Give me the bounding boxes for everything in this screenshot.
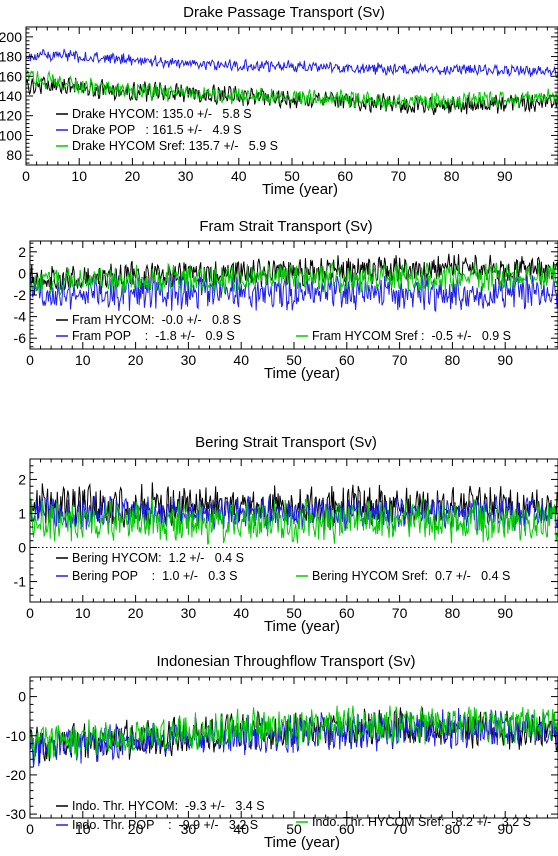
chart-title: Indonesian Throughflow Transport (Sv) — [156, 653, 415, 670]
x-axis-label: Time (year) — [264, 834, 340, 851]
x-tick-label: 70 — [392, 821, 408, 837]
y-tick-label: -4 — [14, 309, 27, 325]
y-tick-label: 120 — [0, 108, 22, 124]
y-tick-label: 180 — [0, 49, 22, 65]
x-tick-label: 0 — [22, 168, 30, 184]
x-tick-label: 20 — [125, 168, 141, 184]
y-tick-label: 1 — [18, 505, 26, 521]
series-line-indo-thr-hycom-sref — [30, 705, 558, 760]
legend-label: Drake HYCOM: 135.0 +/- 5.8 S — [72, 107, 252, 121]
x-tick-label: 90 — [497, 168, 513, 184]
legend-label: Drake POP : 161.5 +/- 4.9 S — [72, 123, 242, 137]
x-tick-label: 60 — [337, 168, 353, 184]
x-tick-label: 50 — [284, 168, 300, 184]
series-line-drake-pop — [26, 47, 558, 78]
legend-label: Indo. Thr. HYCOM Sref: -8.2 +/- 3.2 S — [312, 815, 531, 829]
x-tick-label: 30 — [181, 352, 197, 368]
series-line-bering-pop — [30, 495, 558, 532]
y-tick-label: 0 — [18, 265, 26, 281]
y-tick-label: 2 — [18, 471, 26, 487]
legend-label: Bering POP : 1.0 +/- 0.3 S — [72, 569, 237, 583]
x-tick-label: 70 — [391, 168, 407, 184]
legend-label: Fram POP : -1.8 +/- 0.9 S — [72, 329, 235, 343]
legend-label: Fram HYCOM: -0.0 +/- 0.8 S — [72, 313, 241, 327]
x-tick-label: 10 — [75, 605, 91, 621]
x-tick-label: 60 — [339, 352, 355, 368]
x-tick-label: 50 — [286, 605, 302, 621]
x-tick-label: 90 — [497, 352, 513, 368]
x-tick-label: 10 — [75, 352, 91, 368]
legend-label: Indo. Thr. POP : -9.9 +/- 3.2 S — [72, 818, 258, 832]
chart-panel-4: Indonesian Throughflow Transport (Sv) 0 10… — [6, 653, 558, 851]
y-tick-label: 100 — [0, 127, 22, 143]
series-line-drake-hycom-sref — [26, 69, 558, 111]
x-tick-label: 30 — [181, 605, 197, 621]
y-tick-label: 140 — [0, 88, 22, 104]
x-tick-label: 70 — [392, 352, 408, 368]
series-line-fram-hycom-sref — [30, 260, 558, 297]
x-axis-label: Time (year) — [264, 618, 340, 635]
y-tick-label: -10 — [6, 728, 26, 744]
x-tick-label: 40 — [233, 352, 249, 368]
series-line-bering-hycom-sref — [30, 497, 558, 545]
x-tick-label: 80 — [445, 352, 461, 368]
legend-label: Bering HYCOM: 1.2 +/- 0.4 S — [72, 551, 244, 565]
x-axis-label: Time (year) — [262, 181, 338, 198]
legend-label: Fram HYCOM Sref : -0.5 +/- 0.9 S — [312, 329, 511, 343]
y-tick-label: 0 — [18, 540, 26, 556]
legend-label: Indo. Thr. HYCOM: -9.3 +/- 3.4 S — [72, 799, 265, 813]
x-tick-label: 80 — [445, 821, 461, 837]
y-tick-label: 160 — [0, 68, 22, 84]
x-tick-label: 40 — [231, 168, 247, 184]
series-line-fram-hycom — [30, 253, 558, 295]
y-tick-label: 80 — [6, 147, 22, 163]
y-tick-label: -1 — [14, 574, 27, 590]
y-tick-label: 0 — [18, 689, 26, 705]
x-tick-label: 50 — [286, 821, 302, 837]
x-tick-label: 10 — [75, 821, 91, 837]
y-tick-label: -30 — [6, 806, 26, 822]
series-line-fram-pop — [30, 273, 558, 313]
chart-panel-2: Fram Strait Transport (Sv)0 10 20 30 40 50 60 7… — [14, 218, 558, 382]
x-tick-label: 40 — [233, 605, 249, 621]
chart-title: Bering Strait Transport (Sv) — [195, 434, 377, 451]
chart-title: Fram Strait Transport (Sv) — [199, 218, 372, 235]
y-tick-label: -6 — [14, 330, 27, 346]
x-tick-label: 80 — [445, 605, 461, 621]
x-tick-label: 30 — [178, 168, 194, 184]
x-tick-label: 80 — [444, 168, 460, 184]
x-tick-label: 90 — [497, 605, 513, 621]
y-tick-label: -2 — [14, 287, 27, 303]
legend-label: Drake HYCOM Sref: 135.7 +/- 5.9 S — [72, 139, 278, 153]
y-tick-label: -20 — [6, 767, 26, 783]
x-tick-label: 50 — [286, 352, 302, 368]
x-tick-label: 40 — [233, 821, 249, 837]
x-tick-label: 60 — [339, 821, 355, 837]
x-tick-label: 20 — [128, 605, 144, 621]
x-tick-label: 0 — [26, 352, 34, 368]
x-tick-label: 60 — [339, 605, 355, 621]
x-axis-label: Time (year) — [264, 365, 340, 382]
x-tick-label: 30 — [181, 821, 197, 837]
x-tick-label: 70 — [392, 605, 408, 621]
y-tick-label: 200 — [0, 29, 22, 45]
x-tick-label: 20 — [128, 821, 144, 837]
chart-panel-1: Drake Passage Transport (Sv) 0 10 20 30 40 50 6… — [0, 4, 558, 198]
x-tick-label: 0 — [26, 821, 34, 837]
x-tick-label: 0 — [26, 605, 34, 621]
chart-title: Drake Passage Transport (Sv) — [183, 4, 385, 21]
y-tick-label: 2 — [18, 244, 26, 260]
x-tick-label: 20 — [128, 352, 144, 368]
chart-panel-3: Bering Strait Transport (Sv)0 10 20 30 40 50 6… — [14, 434, 558, 635]
legend-label: Bering HYCOM Sref: 0.7 +/- 0.4 S — [312, 569, 510, 583]
x-tick-label: 90 — [497, 821, 513, 837]
x-tick-label: 10 — [71, 168, 87, 184]
